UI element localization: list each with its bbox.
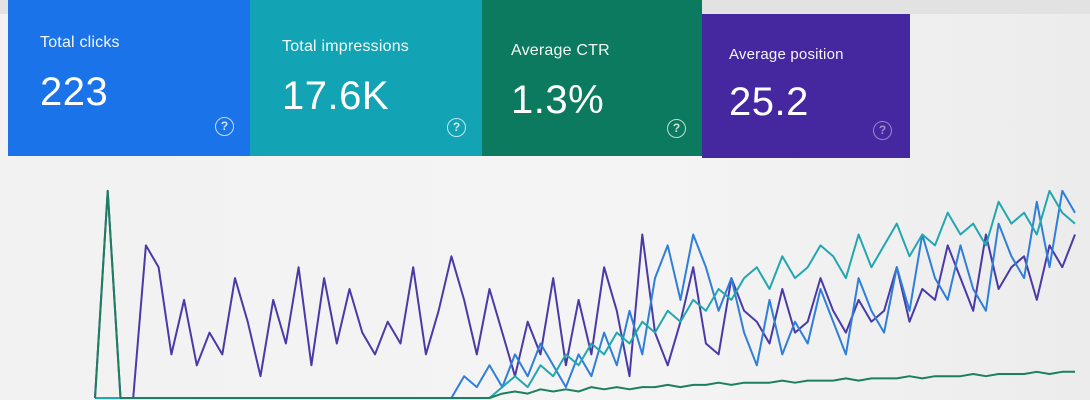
metric-value: 17.6K xyxy=(282,74,390,118)
metric-value: 25.2 xyxy=(729,80,809,124)
help-icon[interactable]: ? xyxy=(447,118,466,137)
line-chart xyxy=(94,189,1076,399)
metric-label: Average position xyxy=(729,46,844,63)
series-line-3 xyxy=(94,189,1075,399)
metric-card-total-impressions[interactable]: Total impressions 17.6K ? xyxy=(250,0,482,156)
metric-card-total-clicks[interactable]: Total clicks 223 ? xyxy=(8,0,250,156)
metric-label: Total impressions xyxy=(282,38,410,55)
metric-label: Average CTR xyxy=(511,42,610,59)
metric-label: Total clicks xyxy=(40,34,120,51)
performance-chart xyxy=(0,160,1090,400)
metric-value: 223 xyxy=(40,70,109,114)
series-line-0 xyxy=(94,189,1076,399)
metric-card-average-ctr[interactable]: Average CTR 1.3% ? xyxy=(482,0,702,156)
help-icon[interactable]: ? xyxy=(873,121,892,140)
metric-card-average-position[interactable]: Average position 25.2 ? xyxy=(702,14,910,158)
metrics-row: Total clicks 223 ? Total impressions 17.… xyxy=(8,0,910,158)
help-icon[interactable]: ? xyxy=(667,119,686,138)
help-icon[interactable]: ? xyxy=(215,117,234,136)
metric-value: 1.3% xyxy=(511,78,605,122)
